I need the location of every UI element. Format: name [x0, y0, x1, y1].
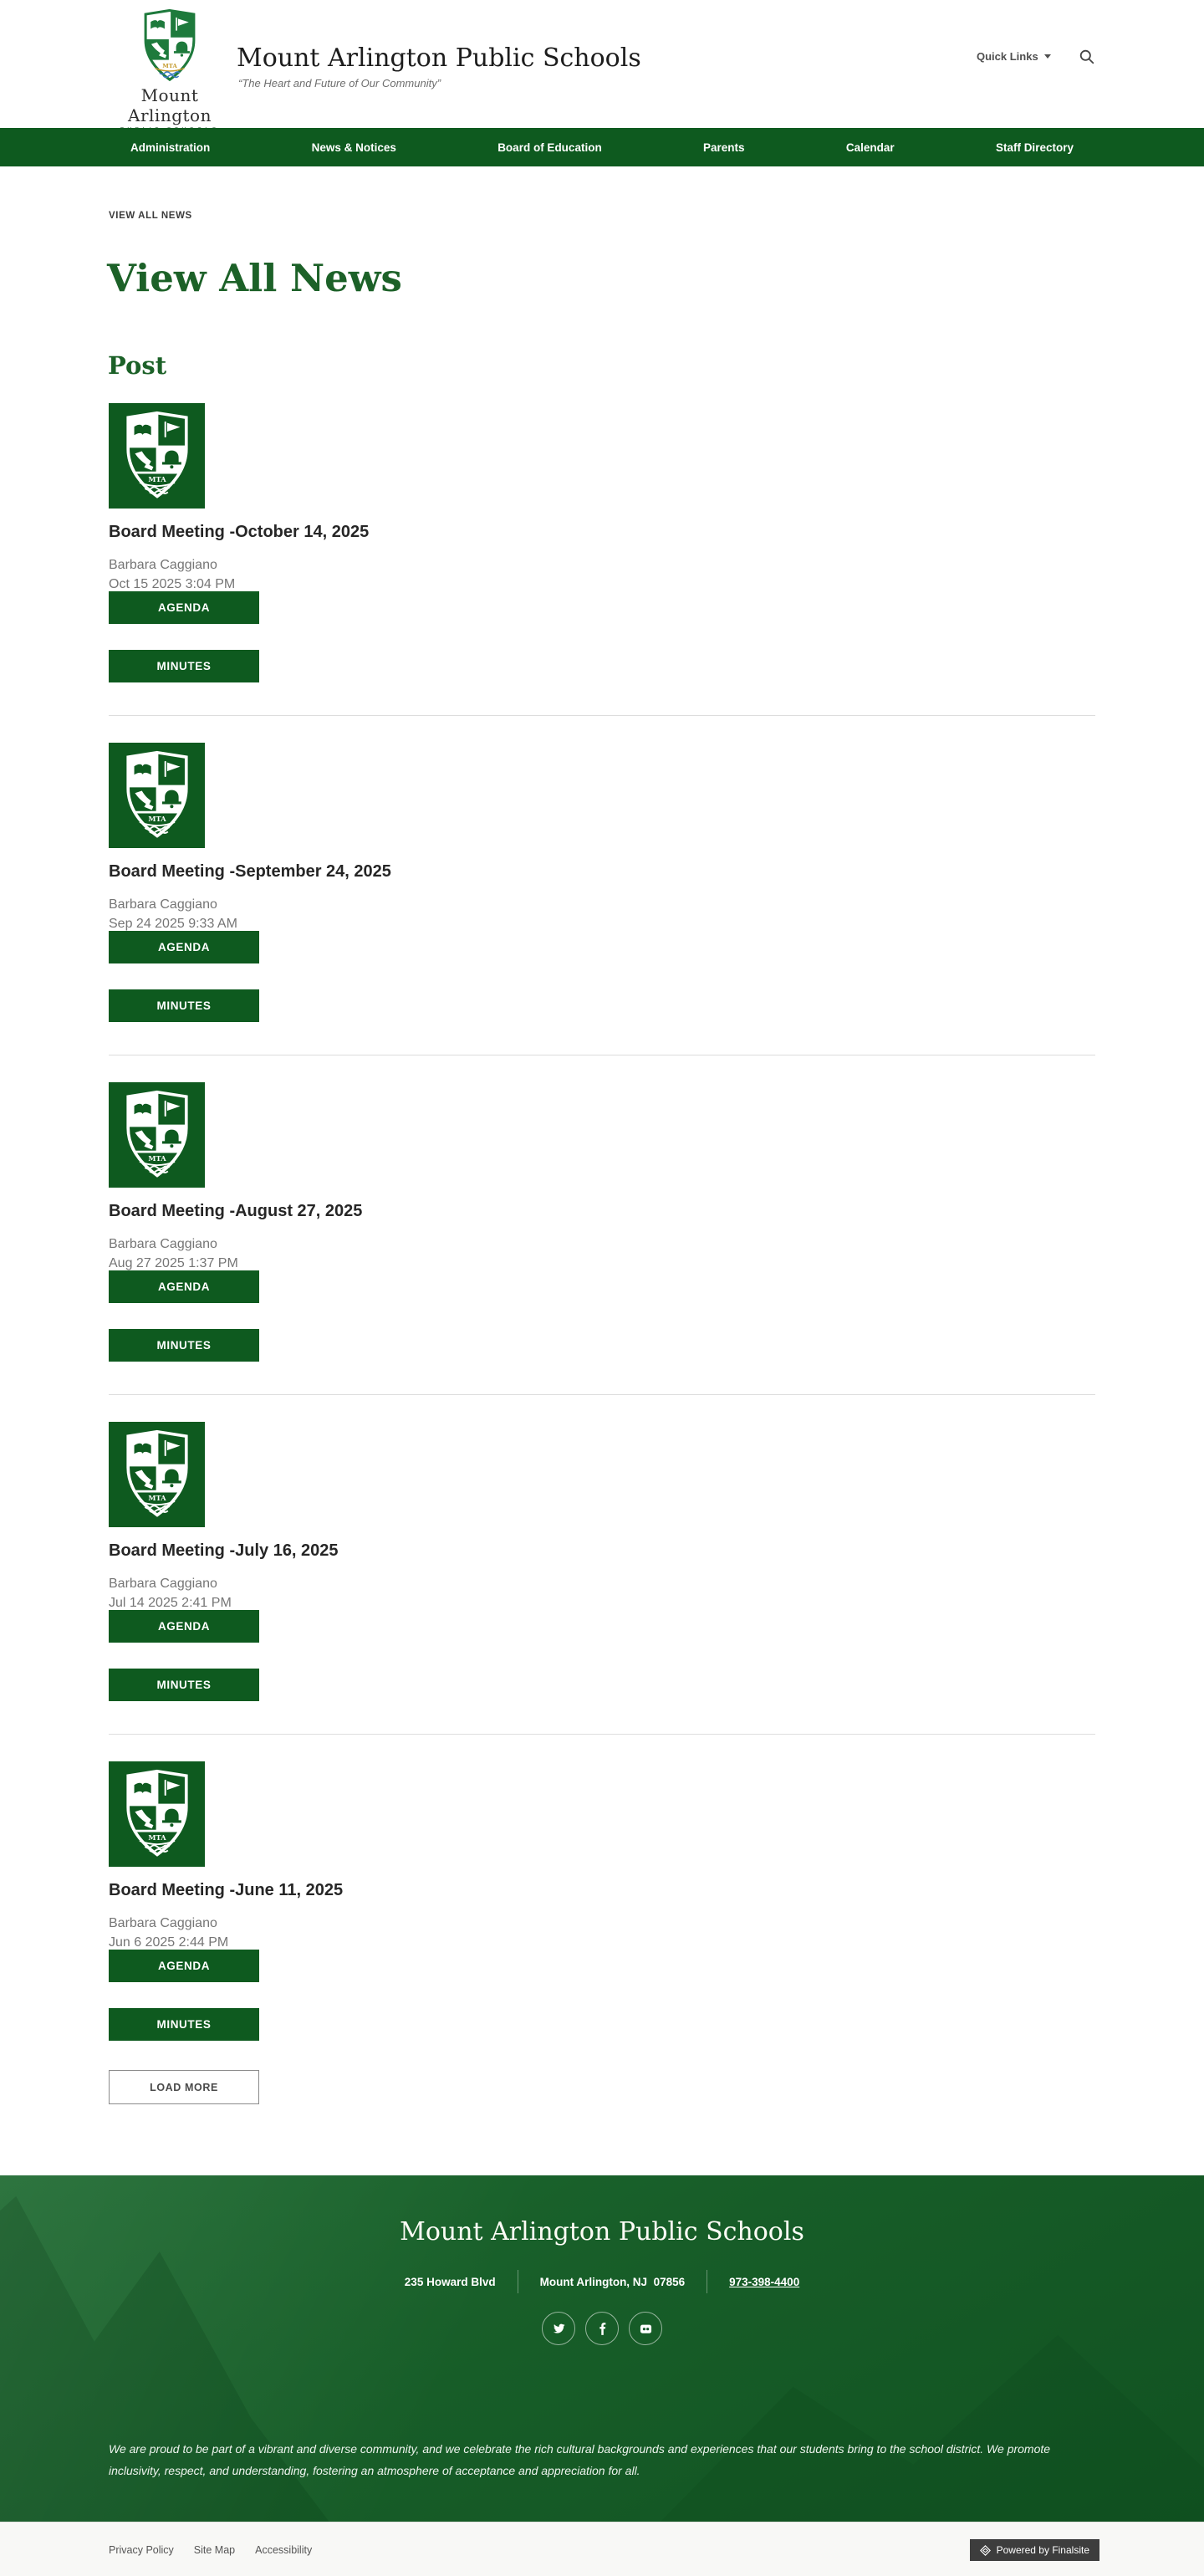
- powered-by-finalsite-badge[interactable]: Powered by Finalsite: [969, 2539, 1099, 2561]
- post-title-link[interactable]: Board Meeting -September 24, 2025: [109, 862, 391, 881]
- main-nav-items: Administration News & Notices Board of E…: [125, 141, 1079, 154]
- flickr-link[interactable]: [629, 2312, 662, 2345]
- search-icon: [1079, 49, 1094, 64]
- site-footer: Mount Arlington Public Schools 235 Howar…: [0, 2175, 1204, 2522]
- district-crest-icon: [119, 1429, 196, 1520]
- nav-item-administration[interactable]: Administration: [130, 141, 211, 154]
- finalsite-logo-icon: [979, 2544, 991, 2556]
- district-crest-icon: [119, 750, 196, 841]
- post-thumbnail[interactable]: [109, 743, 205, 848]
- agenda-button[interactable]: AGENDA: [109, 1610, 259, 1643]
- quick-links-dropdown[interactable]: Quick Links: [977, 50, 1051, 63]
- footer-city-state-zip: Mount Arlington, NJ 07856: [539, 2275, 686, 2288]
- post-title-link[interactable]: Board Meeting -June 11, 2025: [109, 1881, 344, 1899]
- minutes-button[interactable]: MINUTES: [109, 2008, 259, 2041]
- news-post: Board Meeting -July 16, 2025 Barbara Cag…: [109, 1422, 1095, 1735]
- minutes-button[interactable]: MINUTES: [109, 1329, 259, 1362]
- twitter-link[interactable]: [542, 2312, 575, 2345]
- nav-item-staff-directory[interactable]: Staff Directory: [995, 141, 1074, 154]
- page-title: View All News: [107, 256, 402, 300]
- search-button[interactable]: [1079, 49, 1100, 70]
- agenda-button[interactable]: AGENDA: [109, 1950, 259, 1982]
- agenda-button[interactable]: AGENDA: [109, 931, 259, 963]
- nav-item-board-of-education[interactable]: Board of Education: [497, 141, 602, 154]
- district-crest-icon: [138, 8, 202, 84]
- post-title-link[interactable]: Board Meeting -August 27, 2025: [109, 1202, 363, 1220]
- minutes-button[interactable]: MINUTES: [109, 650, 259, 682]
- footer-street-address: 235 Howard Blvd: [404, 2275, 496, 2288]
- quick-links-label: Quick Links: [977, 50, 1038, 63]
- logo-name: Mount Arlington: [128, 85, 212, 125]
- district-crest-icon: [119, 1769, 196, 1859]
- post-date: Aug 27 2025 1:37 PM: [109, 1256, 238, 1270]
- post-author: Barbara Caggiano: [109, 897, 217, 912]
- load-more-button[interactable]: LOAD MORE: [109, 2070, 259, 2104]
- breadcrumb: VIEW ALL NEWS: [109, 211, 192, 221]
- district-crest-icon: [119, 411, 196, 501]
- news-post: Board Meeting -August 27, 2025 Barbara C…: [109, 1082, 1095, 1395]
- minutes-button[interactable]: MINUTES: [109, 989, 259, 1022]
- section-heading-post: Post: [108, 351, 167, 380]
- post-author: Barbara Caggiano: [109, 1237, 217, 1251]
- bottom-utility-bar: Privacy Policy Site Map Accessibility Po…: [0, 2522, 1204, 2576]
- bottom-links: Privacy Policy Site Map Accessibility: [109, 2522, 312, 2576]
- minutes-button[interactable]: MINUTES: [109, 1669, 259, 1701]
- chevron-down-icon: [1043, 54, 1051, 59]
- footer-address-row: 235 Howard Blvd Mount Arlington, NJ 0785…: [0, 2270, 1204, 2293]
- post-thumbnail[interactable]: [109, 403, 205, 509]
- agenda-button[interactable]: AGENDA: [109, 1270, 259, 1303]
- site-title: Mount Arlington Public Schools: [237, 43, 641, 73]
- nav-item-parents[interactable]: Parents: [703, 141, 745, 154]
- privacy-policy-link[interactable]: Privacy Policy: [109, 2543, 174, 2556]
- post-author: Barbara Caggiano: [109, 1916, 217, 1930]
- post-thumbnail[interactable]: [109, 1761, 205, 1867]
- footer-phone-link[interactable]: 973-398-4400: [729, 2275, 800, 2288]
- nav-item-calendar[interactable]: Calendar: [845, 141, 895, 154]
- news-post: Board Meeting -September 24, 2025 Barbar…: [109, 743, 1095, 1055]
- post-date: Jul 14 2025 2:41 PM: [109, 1596, 232, 1610]
- post-date: Sep 24 2025 9:33 AM: [109, 917, 237, 931]
- post-author: Barbara Caggiano: [109, 558, 217, 572]
- facebook-link[interactable]: [585, 2312, 619, 2345]
- twitter-icon: [553, 2323, 565, 2333]
- news-post: Board Meeting -October 14, 2025 Barbara …: [109, 403, 1095, 716]
- district-crest-icon: [119, 1090, 196, 1180]
- post-title-link[interactable]: Board Meeting -July 16, 2025: [109, 1541, 339, 1560]
- footer-district-title: Mount Arlington Public Schools: [400, 2217, 804, 2246]
- agenda-button[interactable]: AGENDA: [109, 591, 259, 624]
- post-date: Oct 15 2025 3:04 PM: [109, 577, 236, 591]
- post-author: Barbara Caggiano: [109, 1577, 217, 1591]
- footer-gradient-overlay: [0, 2175, 1204, 2522]
- flickr-icon: [640, 2324, 651, 2333]
- post-thumbnail[interactable]: [109, 1422, 205, 1527]
- accessibility-link[interactable]: Accessibility: [255, 2543, 313, 2556]
- post-title-link[interactable]: Board Meeting -October 14, 2025: [109, 523, 370, 541]
- nav-item-news-notices[interactable]: News & Notices: [311, 141, 396, 154]
- district-logo[interactable]: Mount Arlington PUBLIC SCHOOLS: [107, 8, 232, 133]
- mission-statement: We are proud to be part of a vibrant and…: [109, 2442, 1051, 2477]
- powered-by-label: Powered by Finalsite: [996, 2544, 1089, 2556]
- site-header: Mount Arlington PUBLIC SCHOOLS Mount Arl…: [0, 0, 1204, 133]
- main-nav: Administration News & Notices Board of E…: [0, 128, 1204, 166]
- post-thumbnail[interactable]: [109, 1082, 205, 1188]
- post-date: Jun 6 2025 2:44 PM: [109, 1935, 229, 1950]
- site-tagline: “The Heart and Future of Our Community”: [238, 77, 441, 89]
- social-links: [0, 2312, 1204, 2345]
- facebook-icon: [599, 2322, 605, 2335]
- site-map-link[interactable]: Site Map: [193, 2543, 236, 2556]
- news-post: Board Meeting -June 11, 2025 Barbara Cag…: [109, 1761, 1095, 2101]
